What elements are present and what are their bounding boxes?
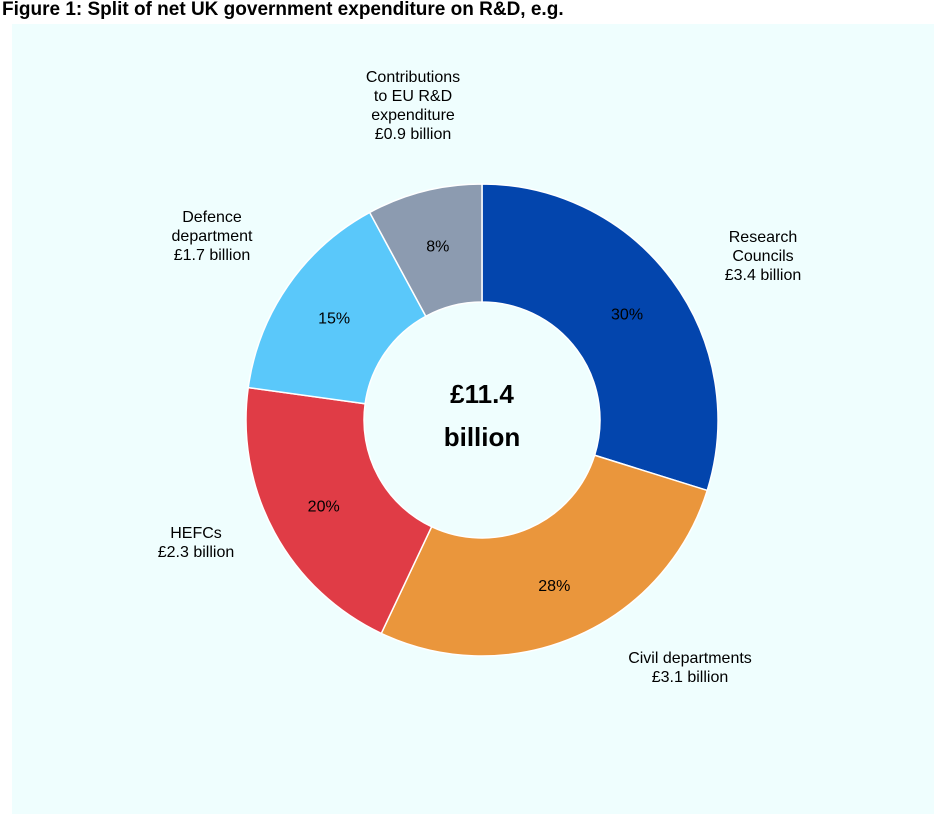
category-name: Defence: [182, 209, 242, 226]
category-labels: Research Councils £3.4 billion Civil depart…: [158, 69, 802, 686]
category-label: Contributions to EU R&D expenditure £0.9 bi…: [366, 69, 460, 143]
category-name: to EU R&D: [374, 88, 452, 105]
center-label-unit: billion: [444, 422, 521, 452]
category-label: Research Councils £3.4 billion: [725, 229, 802, 284]
percent-label: 28%: [538, 578, 570, 595]
category-label: HEFCs £2.3 billion: [158, 525, 235, 561]
slice-civil-departments: [380, 454, 709, 657]
donut-slices: [245, 183, 719, 657]
center-label-value: £11.4: [450, 379, 514, 409]
category-name: Civil departments: [628, 650, 752, 667]
percent-label: 15%: [318, 310, 350, 327]
category-name: department: [172, 228, 253, 245]
category-label: Defence department £1.7 billion: [172, 209, 253, 264]
slice-research-councils: [481, 183, 719, 492]
slice-hefcs: [245, 386, 433, 635]
category-name: expenditure: [371, 107, 455, 124]
category-value: £3.1 billion: [652, 669, 729, 686]
category-label: Civil departments £3.1 billion: [628, 650, 752, 686]
category-value: £0.9 billion: [375, 126, 452, 143]
category-name: Contributions: [366, 69, 460, 86]
slice-contributions-to-eu-r-d-expenditure: [368, 183, 483, 318]
percent-labels: 30% 28% 20% 15% 8%: [308, 239, 643, 595]
category-value: £2.3 billion: [158, 544, 235, 561]
category-value: £1.7 billion: [174, 247, 251, 264]
center-label: £11.4 billion: [444, 379, 521, 452]
percent-label: 8%: [426, 239, 449, 256]
category-value: £3.4 billion: [725, 267, 802, 284]
chart-panel: [12, 24, 934, 814]
category-name: Councils: [732, 248, 793, 265]
category-name: HEFCs: [170, 525, 222, 542]
percent-label: 20%: [308, 499, 340, 516]
category-name: Research: [729, 229, 797, 246]
percent-label: 30%: [611, 306, 643, 323]
slice-defence-department: [247, 211, 427, 405]
chart-title: Figure 1: Split of net UK government exp…: [2, 0, 564, 20]
